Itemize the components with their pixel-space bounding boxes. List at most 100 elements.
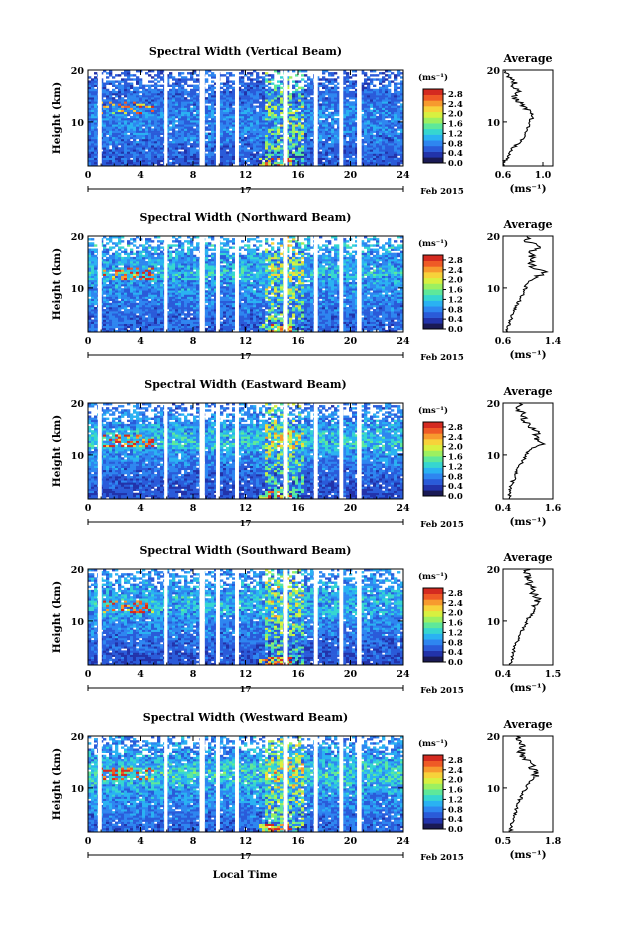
x-tick-label: 20 xyxy=(344,669,358,680)
y-tick-label: 10 xyxy=(71,284,85,295)
colorbar-segment xyxy=(423,473,443,480)
average-frame xyxy=(502,235,554,333)
x-tick-label: 0 xyxy=(85,836,92,847)
colorbar-segment xyxy=(423,422,443,428)
data-gap xyxy=(199,736,205,832)
panel-title: Spectral Width (Eastward Beam) xyxy=(144,378,346,391)
panel-2: Spectral Width (Northward Beam) 0 4 8 12 16 20… xyxy=(51,211,562,363)
average-y-tick-label: 20 xyxy=(487,66,501,77)
average-y-tick-label: 20 xyxy=(487,732,501,743)
heatmap xyxy=(88,736,404,833)
average-x-tick-label: 0.6 xyxy=(495,336,512,347)
colorbar-segment xyxy=(423,811,443,818)
colorbar-segment xyxy=(423,427,443,434)
x-tick-label: 8 xyxy=(190,170,197,181)
colorbar-segment xyxy=(423,134,443,141)
day-label: 17 xyxy=(240,186,252,196)
colorbar-tick-label: 1.2 xyxy=(448,295,463,305)
average-y-tick-label: 10 xyxy=(487,118,501,129)
colorbar-segment xyxy=(423,616,443,623)
colorbar-segment xyxy=(423,157,443,164)
colorbar-segment xyxy=(423,260,443,267)
colorbar-tick-label: 0.0 xyxy=(448,325,463,335)
colorbar-segment xyxy=(423,644,443,651)
data-gap xyxy=(164,403,168,499)
colorbar-segment xyxy=(423,766,443,773)
colorbar-tick-label: 0.0 xyxy=(448,658,463,668)
y-axis-label: Height (km) xyxy=(51,415,63,487)
data-gap xyxy=(235,403,239,499)
panel-1: Spectral Width (Vertical Beam) 0 4 8 12 16 20 2… xyxy=(51,45,554,197)
x-tick-label: 24 xyxy=(396,669,410,680)
average-x-tick-label: 0.4 xyxy=(495,503,512,514)
colorbar-unit: (ms⁻¹) xyxy=(418,238,448,249)
colorbar-segment xyxy=(423,306,443,313)
colorbar-segment xyxy=(423,89,443,95)
colorbar-tick-label: 0.0 xyxy=(448,825,463,835)
heatmap xyxy=(88,236,404,333)
data-gap xyxy=(97,236,102,332)
colorbar-segment xyxy=(423,106,443,113)
colorbar-tick-label: 2.0 xyxy=(448,110,463,120)
colorbar-segment xyxy=(423,456,443,463)
colorbar-tick-label: 2.4 xyxy=(448,766,463,776)
x-tick-label: 20 xyxy=(344,170,358,181)
colorbar-segment xyxy=(423,117,443,124)
heatmap xyxy=(88,403,404,500)
average-y-tick-label: 10 xyxy=(487,784,501,795)
data-gap xyxy=(357,736,362,832)
x-tick-label: 8 xyxy=(190,336,197,347)
y-tick-label: 20 xyxy=(71,66,85,77)
colorbar-segment xyxy=(423,588,443,594)
data-gap xyxy=(235,236,239,332)
colorbar-segment xyxy=(423,593,443,600)
data-gap xyxy=(283,70,288,166)
colorbar-segment xyxy=(423,439,443,446)
average-x-label: (ms⁻¹) xyxy=(509,516,546,528)
colorbar-segment xyxy=(423,806,443,813)
y-tick-label: 20 xyxy=(71,565,85,576)
colorbar-segment xyxy=(423,123,443,130)
colorbar-segment xyxy=(423,610,443,617)
data-gap xyxy=(283,403,288,499)
y-axis-label: Height (km) xyxy=(51,82,63,154)
colorbar-segment xyxy=(423,599,443,606)
x-tick-label: 24 xyxy=(396,336,410,347)
data-gap xyxy=(357,236,362,332)
data-gap xyxy=(283,236,288,332)
colorbar-segment xyxy=(423,289,443,296)
colorbar-tick-label: 1.6 xyxy=(448,120,463,130)
y-axis-label: Height (km) xyxy=(51,248,63,320)
colorbar-segment xyxy=(423,300,443,307)
data-gap xyxy=(339,236,344,332)
day-label: 17 xyxy=(240,519,252,529)
data-gap xyxy=(97,70,102,166)
colorbar-tick-label: 0.8 xyxy=(448,805,463,815)
data-gap xyxy=(215,236,220,332)
panel-4: Spectral Width (Southward Beam) 0 4 8 12 16 20… xyxy=(51,544,561,696)
colorbar-tick-label: 1.2 xyxy=(448,462,463,472)
data-gap xyxy=(313,569,318,665)
local-time-label: Local Time xyxy=(213,869,278,881)
average-x-label: (ms⁻¹) xyxy=(509,682,546,694)
colorbar-tick-label: 0.8 xyxy=(448,139,463,149)
colorbar-segment xyxy=(423,323,443,330)
average-frame xyxy=(502,69,554,167)
data-gap xyxy=(283,569,288,665)
colorbar-segment xyxy=(423,800,443,807)
data-gap xyxy=(313,403,318,499)
data-gap xyxy=(357,70,362,166)
y-tick-label: 20 xyxy=(71,732,85,743)
colorbar-tick-label: 0.8 xyxy=(448,472,463,482)
colorbar-segment xyxy=(423,817,443,824)
average-frame xyxy=(502,402,554,500)
average-y-tick-label: 10 xyxy=(487,617,501,628)
x-tick-label: 12 xyxy=(239,836,252,847)
x-tick-label: 16 xyxy=(291,170,305,181)
colorbar-segment xyxy=(423,478,443,485)
day-label: 17 xyxy=(240,852,252,862)
heatmap xyxy=(88,70,404,167)
average-title: Average xyxy=(502,52,552,65)
average-frame xyxy=(502,568,554,666)
colorbar-segment xyxy=(423,823,443,830)
